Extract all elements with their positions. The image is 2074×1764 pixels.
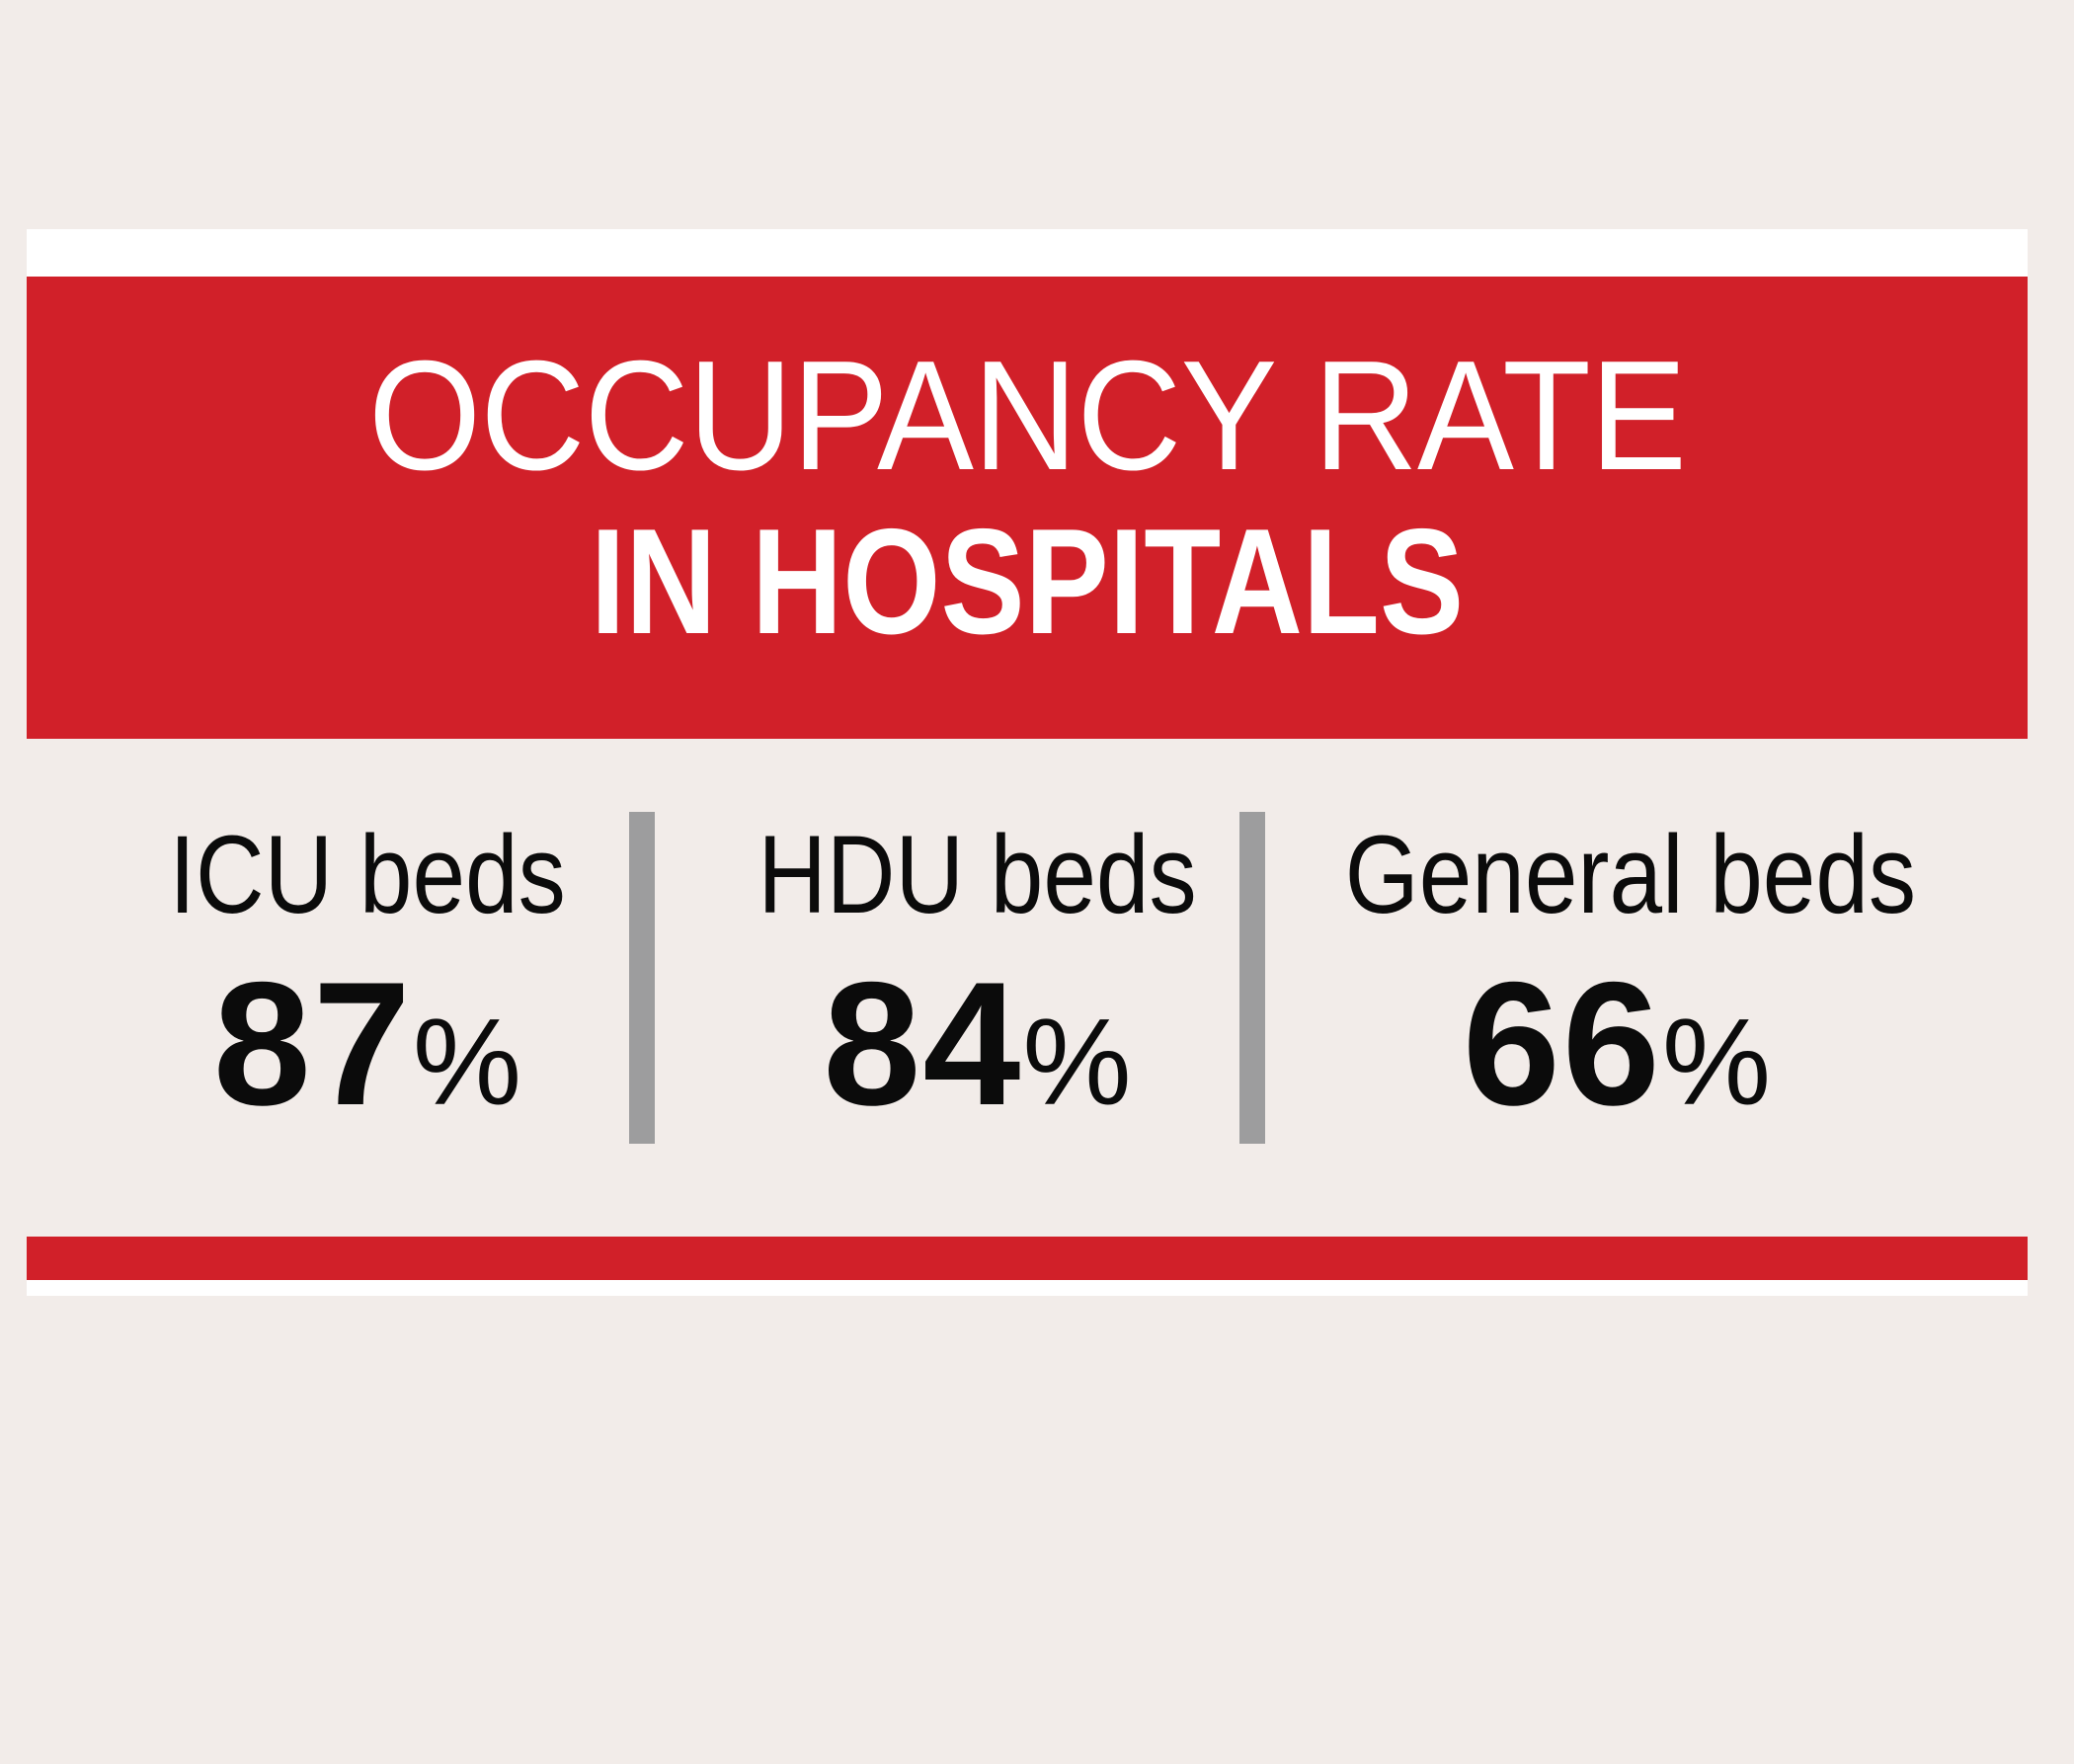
bottom-red-bar bbox=[27, 1237, 2028, 1280]
stats-row: ICU beds 87% HDU beds 84% General beds 6… bbox=[27, 790, 2028, 1146]
stat-value: 84% bbox=[718, 956, 1236, 1132]
stat-label: General beds bbox=[1344, 813, 1917, 936]
percent-sign: % bbox=[1661, 995, 1772, 1131]
title-line-1: OCCUPANCY RATE bbox=[367, 329, 1687, 503]
stat-hdu-beds: HDU beds 84% bbox=[718, 790, 1236, 1146]
stat-value: 66% bbox=[1301, 956, 1933, 1132]
column-divider bbox=[629, 812, 655, 1144]
header-banner: OCCUPANCY RATE IN HOSPITALS bbox=[27, 277, 2028, 739]
column-divider bbox=[1239, 812, 1265, 1144]
percent-sign: % bbox=[412, 995, 522, 1131]
stat-number: 87 bbox=[212, 945, 413, 1142]
stat-general-beds: General beds 66% bbox=[1301, 790, 1933, 1146]
stat-label: HDU beds bbox=[758, 813, 1197, 936]
bottom-white-strip bbox=[27, 1280, 2028, 1296]
stat-number: 66 bbox=[1462, 945, 1662, 1142]
top-white-strip bbox=[27, 229, 2028, 277]
title-line-2: IN HOSPITALS bbox=[590, 498, 1465, 666]
percent-sign: % bbox=[1022, 995, 1132, 1131]
stat-label: ICU beds bbox=[169, 813, 566, 936]
stat-icu-beds: ICU beds 87% bbox=[135, 790, 599, 1146]
stat-number: 84 bbox=[823, 945, 1023, 1142]
stat-value: 87% bbox=[135, 956, 599, 1132]
